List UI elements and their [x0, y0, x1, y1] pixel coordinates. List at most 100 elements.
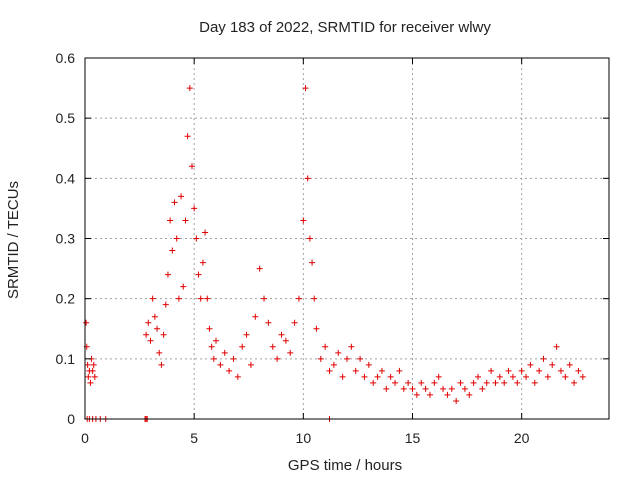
data-point — [175, 295, 182, 302]
data-point — [202, 229, 209, 236]
data-point — [274, 355, 281, 362]
data-point — [461, 385, 468, 392]
data-point — [197, 295, 204, 302]
data-point — [575, 367, 582, 374]
data-point — [435, 373, 442, 380]
data-point — [167, 217, 174, 224]
data-point — [256, 265, 263, 272]
data-point — [479, 385, 486, 392]
data-point — [87, 379, 94, 386]
data-point — [475, 373, 481, 380]
data-point — [243, 331, 250, 338]
data-point — [193, 235, 200, 242]
data-point — [326, 367, 333, 374]
data-point — [466, 391, 473, 398]
ticks-layer: 0 0.1 0.2 0.3 0.4 0.5 0.6 0 5 10 15 20 — [56, 50, 609, 446]
data-point — [317, 355, 324, 362]
data-point — [204, 295, 211, 302]
data-point — [518, 367, 525, 374]
data-point — [154, 325, 161, 332]
data-point — [171, 199, 178, 206]
data-point — [184, 133, 191, 140]
data-point — [210, 355, 217, 362]
data-point — [409, 385, 416, 392]
data-point — [418, 379, 425, 386]
data-point — [322, 343, 329, 350]
data-point — [348, 343, 355, 350]
data-point — [302, 85, 309, 92]
data-point — [295, 295, 302, 302]
data-point — [330, 361, 337, 368]
data-point — [182, 217, 189, 224]
data-point — [178, 193, 185, 200]
data-point — [169, 247, 176, 254]
y-tick-label: 0.4 — [56, 170, 76, 186]
data-point — [291, 319, 298, 326]
data-point — [501, 379, 508, 386]
data-point — [149, 295, 156, 302]
data-point — [173, 235, 180, 242]
data-point — [426, 391, 433, 398]
data-point — [156, 349, 163, 356]
data-point — [361, 373, 368, 380]
data-point — [392, 379, 399, 386]
data-point — [217, 361, 224, 368]
data-point — [505, 367, 512, 374]
data-point — [540, 355, 547, 362]
data-point — [188, 163, 195, 170]
data-point — [365, 361, 372, 368]
data-point — [226, 367, 233, 374]
data-point — [300, 217, 307, 224]
data-point — [90, 361, 97, 368]
data-point — [571, 379, 578, 386]
data-point — [339, 373, 346, 380]
data-point — [509, 373, 516, 380]
data-point — [206, 325, 213, 332]
data-point — [335, 349, 342, 356]
data-point — [164, 271, 171, 278]
data-point — [143, 331, 150, 338]
x-axis-title: GPS time / hours — [288, 457, 402, 474]
chart-title: Day 183 of 2022, SRMTID for receiver wlw… — [199, 19, 491, 36]
data-point — [151, 313, 158, 320]
data-point — [199, 259, 206, 266]
data-point — [444, 391, 451, 398]
data-point — [396, 367, 403, 374]
data-point — [483, 379, 490, 386]
data-point — [579, 373, 586, 380]
data-point — [400, 385, 407, 392]
data-point — [357, 355, 364, 362]
data-point — [457, 379, 464, 386]
y-tick-label: 0.6 — [56, 50, 76, 66]
data-point — [405, 379, 412, 386]
data-point — [186, 85, 193, 92]
data-point — [413, 391, 420, 398]
data-point — [470, 379, 477, 386]
data-point — [234, 373, 241, 380]
data-point — [230, 355, 237, 362]
data-point — [311, 295, 318, 302]
data-point — [553, 343, 560, 350]
x-tick-label: 10 — [296, 430, 312, 446]
data-point — [527, 361, 534, 368]
data-point — [383, 385, 390, 392]
data-point — [89, 367, 96, 374]
data-point — [84, 361, 91, 368]
data-point — [208, 343, 215, 350]
data-point — [492, 379, 499, 386]
data-point — [282, 337, 289, 344]
data-point — [488, 367, 495, 374]
data-point — [536, 367, 543, 374]
x-tick-label: 15 — [405, 430, 421, 446]
data-point — [162, 301, 169, 308]
data-point — [83, 319, 90, 326]
data-point — [440, 385, 447, 392]
data-point — [387, 373, 394, 380]
data-point — [147, 337, 154, 344]
data-point — [453, 397, 460, 404]
data-point — [265, 319, 272, 326]
data-point — [422, 385, 429, 392]
data-point — [514, 379, 521, 386]
data-point — [221, 349, 228, 356]
data-point — [91, 373, 98, 380]
